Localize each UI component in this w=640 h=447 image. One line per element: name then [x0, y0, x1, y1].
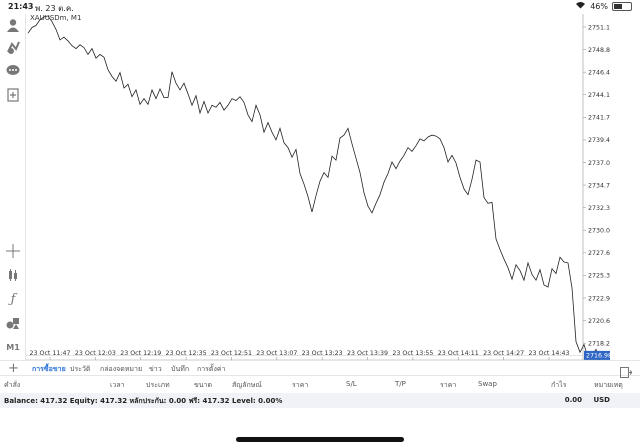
- add-icon[interactable]: +: [8, 361, 19, 376]
- x-tick-label: 23 Oct 11:47: [29, 350, 70, 357]
- tab-journal[interactable]: บันทึก: [171, 365, 190, 373]
- chat-icon[interactable]: [5, 64, 21, 80]
- x-tick-label: 23 Oct 12:03: [75, 350, 116, 357]
- status-right: 46%: [575, 1, 632, 11]
- status-date: พ. 23 ต.ค.: [35, 4, 74, 13]
- column-comment: หมายเหตุ: [594, 381, 623, 389]
- trade-icon[interactable]: [5, 40, 21, 56]
- column-symbol: สัญลักษณ์: [232, 381, 262, 389]
- y-tick-label: 2720.600: [588, 318, 610, 325]
- chart-toolbar: ƒ M1: [0, 14, 26, 360]
- column-swap: Swap: [478, 380, 497, 388]
- column-tp: T/P: [395, 380, 406, 388]
- balance-summary: Balance: 417.32 Equity: 417.32 หลักประกั…: [4, 397, 283, 405]
- y-tick-label: 2734.700: [588, 182, 610, 189]
- chart-symbol-title: XAUUSDm, M1: [30, 14, 82, 22]
- x-tick-label: 23 Oct 13:39: [347, 350, 388, 357]
- tab-mailbox[interactable]: กล่องจดหมาย: [100, 365, 143, 373]
- y-tick-label: 2737.050: [588, 160, 610, 167]
- price-chart-svg: 23 Oct 11:47 23 Oct 12:03 23 Oct 12:19 23 O…: [26, 14, 618, 364]
- battery-icon: [612, 1, 632, 11]
- toolbox-tabs: + การซื้อขาย ประวัติ กล่องจดหมาย ข่าว บั…: [0, 360, 640, 378]
- price-chart[interactable]: 23 Oct 11:47 23 Oct 12:03 23 Oct 12:19 23 O…: [26, 14, 618, 364]
- wifi-icon: [575, 1, 586, 11]
- y-tick-label: 2739.400: [588, 137, 610, 144]
- column-current-price: ราคา: [440, 381, 457, 389]
- function-icon[interactable]: ƒ: [10, 292, 16, 307]
- column-volume: ขนาด: [194, 381, 213, 389]
- y-tick-label: 2727.650: [588, 250, 610, 257]
- tab-news[interactable]: ข่าว: [149, 365, 162, 373]
- tab-trade[interactable]: การซื้อขาย: [32, 365, 66, 373]
- x-tick-label: 23 Oct 12:35: [166, 350, 207, 357]
- status-time: 21:43: [8, 2, 34, 11]
- y-tick-label: 2732.350: [588, 205, 610, 212]
- y-tick-label: 2751.150: [588, 24, 610, 31]
- indicators-icon[interactable]: [5, 268, 21, 284]
- x-tick-label: 23 Oct 14:27: [483, 350, 524, 357]
- column-type: ประเภท: [146, 381, 170, 389]
- crosshair-icon[interactable]: [5, 244, 21, 260]
- x-tick-label: 23 Oct 13:55: [392, 350, 433, 357]
- x-tick-label: 23 Oct 13:23: [302, 350, 343, 357]
- tab-settings[interactable]: การตั้งค่า: [197, 365, 226, 373]
- orders-table-header: คำสั่ง เวลา ประเภท ขนาด สัญลักษณ์ ราคา S…: [0, 377, 640, 391]
- y-tick-label: 2725.300: [588, 273, 610, 280]
- x-tick-label: 23 Oct 14:11: [438, 350, 479, 357]
- x-tick-label: 23 Oct 12:19: [120, 350, 161, 357]
- x-tick-label: 23 Oct 12:51: [211, 350, 252, 357]
- y-tick-label: 2748.800: [588, 47, 610, 54]
- current-price-tag: [584, 350, 610, 360]
- battery-fill: [614, 3, 623, 9]
- tab-history[interactable]: ประวัติ: [70, 365, 91, 373]
- column-price: ราคา: [292, 381, 309, 389]
- column-sl: S/L: [346, 380, 357, 388]
- x-tick-label: 23 Oct 13:07: [256, 350, 297, 357]
- column-time: เวลา: [110, 381, 125, 389]
- battery-percent: 46%: [590, 1, 608, 11]
- new-order-icon[interactable]: [5, 88, 21, 104]
- y-tick-label: 2744.100: [588, 92, 610, 99]
- column-profit: กำไร: [551, 381, 567, 389]
- total-profit: 0.00: [564, 396, 582, 404]
- y-tick-label: 2718.250: [588, 340, 610, 347]
- profit-currency: USD: [593, 396, 610, 404]
- y-tick-label: 2741.750: [588, 115, 610, 122]
- y-tick-label: 2746.450: [588, 69, 610, 76]
- status-bar: 21:43 พ. 23 ต.ค. 46%: [0, 0, 640, 14]
- balance-row: Balance: 417.32 Equity: 417.32 หลักประกั…: [0, 393, 640, 408]
- account-icon[interactable]: [5, 18, 21, 34]
- column-order: คำสั่ง: [4, 381, 21, 389]
- x-tick-label: 23 Oct 14:43: [528, 350, 569, 357]
- y-tick-label: 2722.950: [588, 295, 610, 302]
- timeframe-label[interactable]: M1: [6, 343, 20, 352]
- objects-icon[interactable]: [5, 316, 21, 332]
- current-price-label: 2716.980: [586, 353, 610, 360]
- price-line: [27, 15, 601, 364]
- home-indicator[interactable]: [236, 437, 404, 442]
- y-tick-label: 2730.000: [588, 228, 610, 235]
